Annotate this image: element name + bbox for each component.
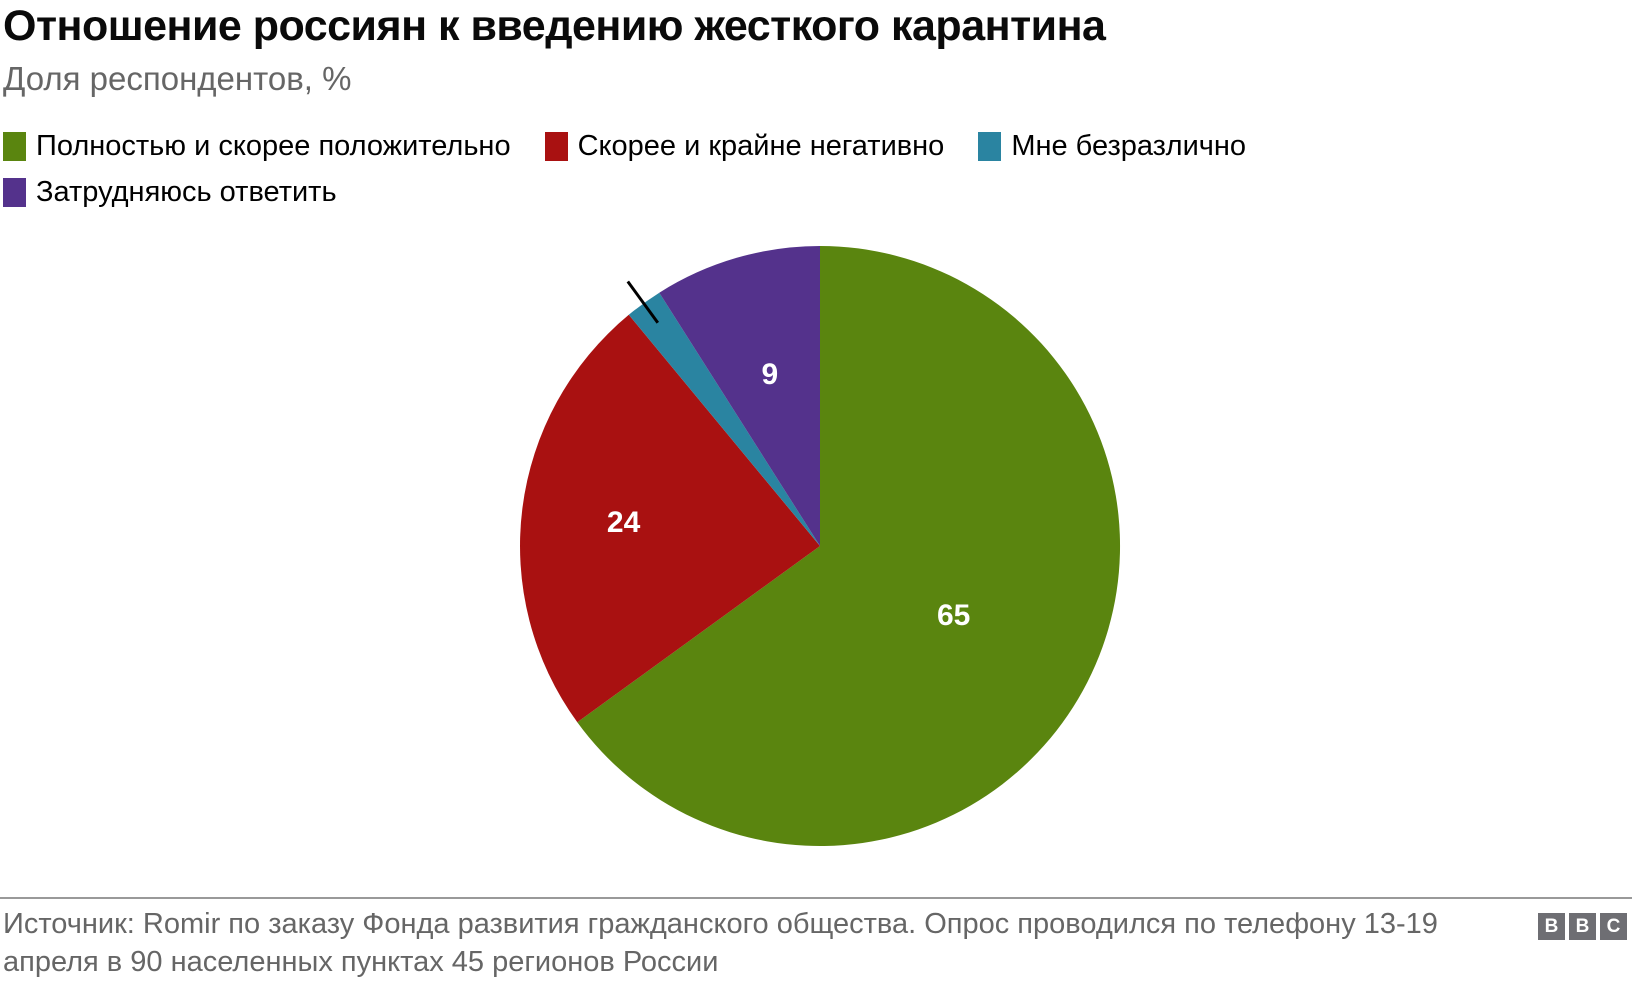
legend: Полностью и скорее положительно Скорее и …: [3, 130, 1433, 209]
legend-swatch-icon: [3, 178, 26, 207]
pie-slice-3[interactable]: [659, 246, 820, 546]
legend-swatch-icon: [3, 132, 26, 161]
footer: Источник: Romir по заказу Фонда развития…: [0, 897, 1632, 982]
legend-item-3[interactable]: Затрудняюсь ответить: [3, 176, 337, 209]
bbc-logo-block-b2: B: [1569, 913, 1596, 940]
legend-item-0[interactable]: Полностью и скорее положительно: [3, 130, 511, 163]
page-title: Отношение россиян к введению жесткого ка…: [3, 2, 1106, 50]
bbc-logo: B B C: [1538, 913, 1627, 940]
bbc-logo-block-b1: B: [1538, 913, 1565, 940]
pie-slice-1[interactable]: [520, 314, 820, 723]
legend-label: Затрудняюсь ответить: [36, 176, 337, 208]
legend-label: Скорее и крайне негативно: [577, 130, 945, 162]
page-subtitle: Доля респондентов, %: [3, 60, 352, 97]
legend-swatch-icon: [978, 132, 1002, 161]
source-text: Источник: Romir по заказу Фонда развития…: [3, 908, 1438, 978]
pie-slice-2[interactable]: [628, 292, 820, 546]
pie-slice-0[interactable]: [577, 245, 1121, 846]
legend-item-1[interactable]: Скорее и крайне негативно: [544, 130, 945, 163]
legend-swatch-icon: [544, 132, 568, 161]
legend-label: Мне безразлично: [1011, 130, 1247, 162]
legend-item-2[interactable]: Мне безразлично: [978, 130, 1246, 163]
legend-label: Полностью и скорее положительно: [36, 130, 511, 162]
bbc-logo-block-c: C: [1600, 913, 1627, 940]
